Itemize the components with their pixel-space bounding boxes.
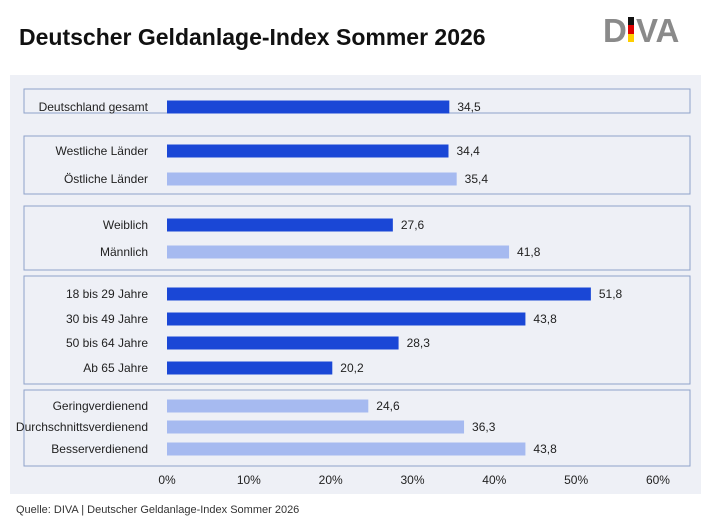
x-tick-label: 60% — [646, 473, 670, 487]
bar — [167, 172, 457, 186]
group-box — [23, 135, 691, 195]
category-label: Weiblich — [103, 218, 148, 232]
data-label: 20,2 — [340, 361, 364, 375]
category-label: Männlich — [100, 245, 148, 259]
bar — [167, 218, 393, 232]
diva-logo: D VA — [603, 12, 679, 48]
data-label: 41,8 — [517, 245, 541, 259]
bar — [167, 144, 449, 158]
category-label: Östliche Länder — [64, 172, 148, 186]
category-label: Ab 65 Jahre — [83, 361, 148, 375]
data-label: 36,3 — [472, 420, 496, 434]
category-label: 50 bis 64 Jahre — [66, 336, 148, 350]
x-tick-label: 40% — [482, 473, 506, 487]
data-label: 28,3 — [407, 336, 431, 350]
group-box — [23, 275, 691, 385]
x-tick-label: 0% — [158, 473, 176, 487]
data-label: 51,8 — [599, 287, 623, 301]
logo-letters-va: VA — [636, 12, 679, 48]
bar — [167, 312, 526, 326]
category-label: Besserverdienend — [51, 442, 148, 456]
category-label: Westliche Länder — [56, 144, 149, 158]
bar — [167, 399, 369, 413]
data-label: 35,4 — [465, 172, 489, 186]
x-tick-label: 30% — [400, 473, 424, 487]
group-box — [23, 205, 691, 271]
group-box — [23, 389, 691, 467]
chart-panel: Deutschland gesamt 34,5 Westliche Länder 34… — [10, 75, 701, 494]
x-tick-label: 10% — [237, 473, 261, 487]
data-label: 43,8 — [533, 312, 557, 326]
data-label: 27,6 — [401, 218, 425, 232]
x-tick-label: 50% — [564, 473, 588, 487]
data-label: 24,6 — [376, 399, 400, 413]
data-label: 34,5 — [457, 100, 481, 114]
bar — [167, 442, 526, 456]
bar — [167, 100, 450, 114]
source-note: Quelle: DIVA | Deutscher Geldanlage-Inde… — [16, 504, 300, 516]
category-label: 18 bis 29 Jahre — [66, 287, 148, 301]
category-label: 30 bis 49 Jahre — [66, 312, 148, 326]
data-label: 43,8 — [533, 442, 557, 456]
bar — [167, 245, 510, 259]
logo-letter-d: D — [603, 12, 627, 48]
bar — [167, 361, 333, 375]
logo-flag-black — [628, 17, 634, 25]
logo-flag-gold — [628, 34, 634, 42]
logo-flag-red — [628, 25, 634, 34]
chart-title: Deutscher Geldanlage-Index Sommer 2026 — [19, 24, 486, 50]
category-label: Geringverdienend — [53, 399, 148, 413]
bar — [167, 287, 591, 301]
data-label: 34,4 — [456, 144, 480, 158]
category-label: Durchschnittsverdienend — [16, 420, 148, 434]
bar — [167, 336, 399, 350]
bar — [167, 420, 465, 434]
x-tick-label: 20% — [319, 473, 343, 487]
bar-chart: Deutschland gesamt 34,5 Westliche Länder 34… — [16, 88, 691, 487]
category-label: Deutschland gesamt — [39, 100, 149, 114]
